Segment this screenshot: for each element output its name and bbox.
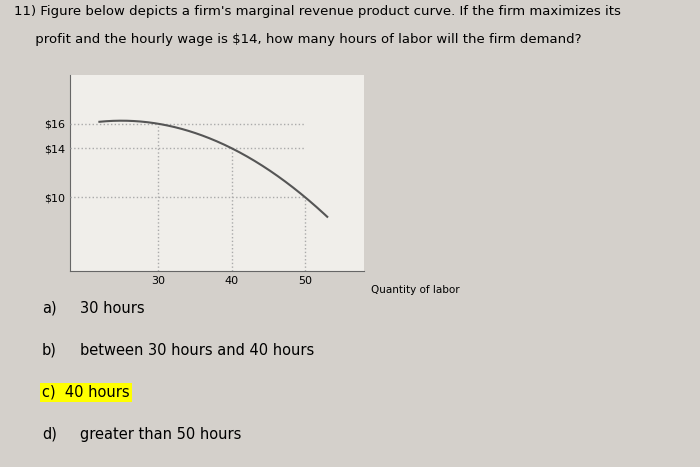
Text: a): a) (42, 301, 57, 316)
Text: between 30 hours and 40 hours: between 30 hours and 40 hours (80, 343, 315, 358)
Text: 11) Figure below depicts a firm's marginal revenue product curve. If the firm ma: 11) Figure below depicts a firm's margin… (14, 5, 621, 18)
Text: b): b) (42, 343, 57, 358)
Text: greater than 50 hours: greater than 50 hours (80, 427, 242, 442)
Text: d): d) (42, 427, 57, 442)
Text: 30 hours: 30 hours (80, 301, 145, 316)
Text: profit and the hourly wage is $14, how many hours of labor will the firm demand?: profit and the hourly wage is $14, how m… (14, 33, 582, 46)
Text: c)  40 hours: c) 40 hours (42, 385, 130, 400)
Text: Quantity of labor: Quantity of labor (371, 285, 460, 295)
